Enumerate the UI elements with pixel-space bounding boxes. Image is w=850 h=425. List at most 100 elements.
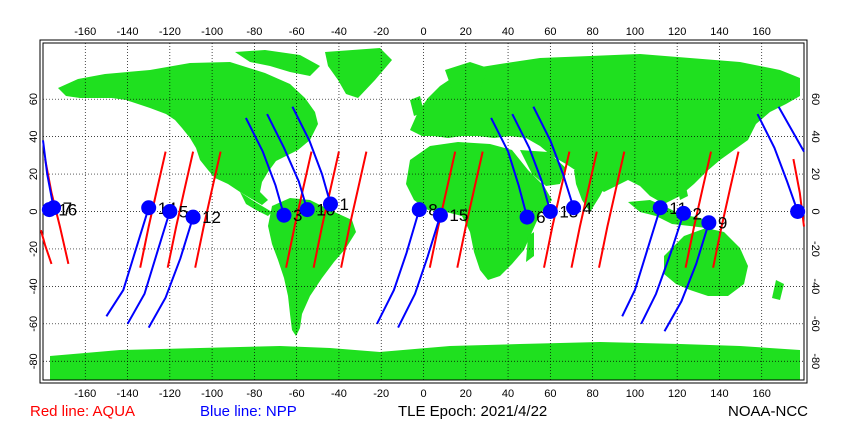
satellite-marker [46, 200, 62, 216]
lon-tick-top: -120 [159, 26, 181, 38]
lon-tick-bottom: 120 [668, 388, 686, 400]
npp-track-line [266, 113, 309, 210]
aqua-track-line [712, 151, 740, 268]
lon-tick-top: -160 [74, 26, 96, 38]
greenland [325, 48, 392, 98]
npp-track-line [532, 106, 575, 209]
lon-tick-top: 120 [668, 26, 686, 38]
satellite-marker [676, 205, 692, 221]
lon-tick-top: -40 [331, 26, 347, 38]
satellite-label: 4 [583, 199, 592, 218]
lon-tick-top: 40 [502, 26, 514, 38]
satellite-marker [542, 204, 558, 219]
satellite-marker [701, 215, 717, 231]
lon-tick-bottom: -60 [289, 388, 305, 400]
satellite-label: 16 [58, 201, 77, 220]
lat-tick-right: -20 [809, 241, 821, 257]
lon-tick-top: 140 [710, 26, 728, 38]
lon-tick-bottom: 100 [626, 388, 644, 400]
arabia [520, 150, 566, 186]
lat-tick-right: -80 [809, 353, 821, 369]
tle-epoch: TLE Epoch: 2021/4/22 [398, 403, 548, 420]
satellite-marker [185, 209, 201, 225]
lon-tick-bottom: 160 [753, 388, 771, 400]
satellite-label: 5 [179, 203, 188, 222]
npp-track-line [376, 209, 421, 325]
satellite-marker [276, 207, 292, 223]
lon-tick-bottom: 60 [544, 388, 556, 400]
lat-tick-right: 20 [809, 168, 821, 180]
japan [716, 128, 734, 156]
lon-tick-bottom: 20 [460, 388, 472, 400]
north-america [58, 62, 318, 205]
lat-tick-left: -60 [28, 316, 40, 332]
npp-track-line [397, 214, 442, 329]
lon-tick-top: 20 [460, 26, 472, 38]
satellite-label: 9 [718, 214, 727, 233]
scandinavia [445, 62, 488, 104]
arctic-islands [235, 50, 320, 76]
lon-tick-bottom: -160 [74, 388, 96, 400]
aqua-track-line [194, 151, 222, 268]
npp-legend: Blue line: NPP [200, 403, 297, 420]
satellite-positions: 16714512310181561341129 [41, 195, 806, 233]
lon-tick-top: -140 [117, 26, 139, 38]
lon-tick-top: -60 [289, 26, 305, 38]
lon-tick-top: 100 [626, 26, 644, 38]
new-zealand [772, 280, 784, 300]
satellite-marker [322, 196, 338, 212]
satellite-label: 1 [339, 195, 348, 214]
lon-tick-top: 80 [586, 26, 598, 38]
npp-track-line [291, 106, 332, 205]
satellite-label: 6 [536, 208, 545, 227]
australia [664, 228, 748, 296]
madagascar [526, 232, 534, 262]
lon-tick-bottom: 80 [586, 388, 598, 400]
outer-frame [39, 39, 808, 384]
satellite-label: 12 [202, 208, 221, 227]
satellite-marker [162, 204, 178, 219]
satellite-marker [432, 207, 448, 223]
tick-labels: -160 -140 -120 -100 -80 -60 -40 -20 0 20 40 60 80 100… [28, 26, 821, 400]
npp-track-line [640, 213, 685, 325]
npp-track-line [511, 113, 552, 212]
lon-tick-bottom: -120 [159, 388, 181, 400]
aqua-track-line [570, 151, 598, 268]
satellite-marker [519, 209, 535, 225]
npp-track-line [621, 207, 662, 317]
lat-tick-left: 60 [28, 93, 40, 105]
aqua-track-line [340, 151, 368, 268]
npp-track-line [777, 106, 805, 153]
lon-tick-bottom: 0 [420, 388, 426, 400]
npp-track-line [126, 211, 171, 325]
satellite-label: 7 [63, 199, 72, 218]
npp-ground-tracks [42, 106, 805, 332]
aqua-ground-tracks [39, 151, 805, 268]
aqua-track-line [428, 151, 457, 268]
satellite-label: 15 [449, 206, 468, 225]
lon-tick-bottom: 140 [710, 388, 728, 400]
lat-tick-left: -80 [28, 353, 40, 369]
npp-track-line [756, 113, 799, 212]
npp-track-line [42, 140, 55, 208]
credit: NOAA-NCC [728, 403, 809, 420]
lon-tick-top: 0 [420, 26, 426, 38]
lat-tick-right: -60 [809, 316, 821, 332]
lon-tick-top: -20 [373, 26, 389, 38]
satellite-marker [652, 200, 668, 216]
lon-tick-bottom: -20 [373, 388, 389, 400]
lat-tick-right: 40 [809, 130, 821, 142]
lon-tick-bottom: 40 [502, 388, 514, 400]
lat-tick-right: -40 [809, 278, 821, 294]
land-masses [50, 48, 800, 380]
npp-track-line [490, 117, 529, 218]
satellite-marker [141, 200, 157, 216]
satellite-marker [411, 202, 427, 218]
india [574, 170, 610, 212]
lon-tick-top: 160 [753, 26, 771, 38]
aqua-legend: Red line: AQUA [30, 403, 136, 420]
npp-track-line [105, 207, 150, 317]
lon-tick-top: -100 [201, 26, 223, 38]
lat-tick-left: -40 [28, 278, 40, 294]
